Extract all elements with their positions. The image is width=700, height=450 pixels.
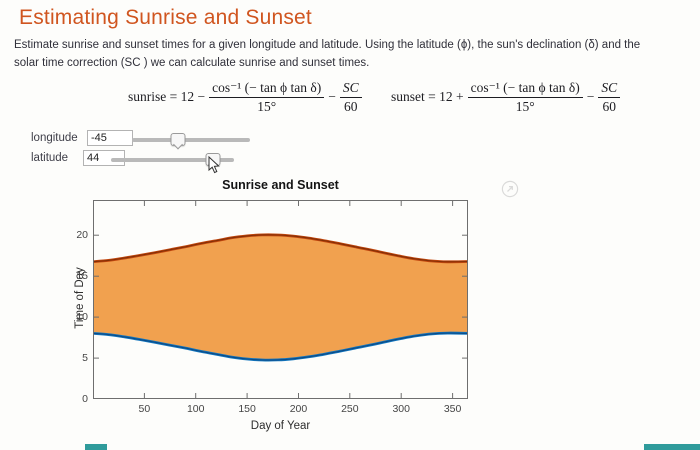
latitude-slider-thumb[interactable] [205,153,221,166]
gif-progress-segment-right [644,444,700,450]
sunrise-formula-lead: sunrise = 12 − [128,89,206,105]
x-axis-label: Day of Year [250,420,311,432]
minus-op: − [328,89,336,105]
sunset-fraction-1: cos⁻¹ (− tan ϕ tan δ) 15° [467,80,583,114]
sunrise-sunset-chart [93,200,468,399]
figure-title: Sunrise and Sunset [222,178,339,192]
x-tick-label: 50 [138,403,151,415]
sunset-formula: sunset = 12 + cos⁻¹ (− tan ϕ tan δ) 15° … [390,80,621,114]
longitude-label: longitude [31,132,78,144]
y-axis-label: Time of Day [74,267,86,329]
sunset-formula-lead: sunset = 12 + [390,89,464,105]
page-title: Estimating Sunrise and Sunset [19,6,312,29]
x-tick-label: 300 [392,403,410,415]
latitude-slider[interactable] [111,153,234,166]
y-tick-label: 20 [76,228,88,241]
formulas: sunrise = 12 − cos⁻¹ (− tan ϕ tan δ) 15°… [0,80,700,114]
sunrise-fraction-2: SC 60 [339,80,362,114]
minus-op: − [586,89,595,105]
sunrise-fraction-1: cos⁻¹ (− tan ϕ tan δ) 15° [209,80,325,114]
x-tick-label: 150 [238,403,256,415]
sunrise-formula: sunrise = 12 − cos⁻¹ (− tan ϕ tan δ) 15°… [128,80,362,114]
intro-line-1: Estimate sunrise and sunset times for a … [14,39,641,51]
y-tick-label: 5 [82,351,88,364]
x-tick-label: 200 [289,403,308,415]
intro-line-2: solar time correction (SC ) we can calcu… [14,57,370,69]
x-tick-label: 250 [341,403,359,415]
gif-progress-segment-left [85,444,107,450]
x-tick-label: 350 [443,403,462,415]
latitude-label: latitude [31,152,69,164]
intro-text: Estimate sunrise and sunset times for a … [14,36,640,72]
y-tick-label: 10 [76,310,88,323]
y-tick-label: 15 [76,269,88,282]
sunset-fraction-2: SC 60 [598,80,621,114]
longitude-input[interactable] [87,130,133,146]
figure-panel: Sunrise and Sunset Time of Day 50 100 150 2… [60,178,530,433]
longitude-slider[interactable] [132,133,250,146]
longitude-slider-thumb[interactable] [170,133,186,146]
y-tick-label: 0 [82,392,88,405]
popout-arrow-icon[interactable] [501,180,519,198]
latitude-input[interactable] [83,150,125,166]
x-tick-label: 100 [186,403,205,415]
